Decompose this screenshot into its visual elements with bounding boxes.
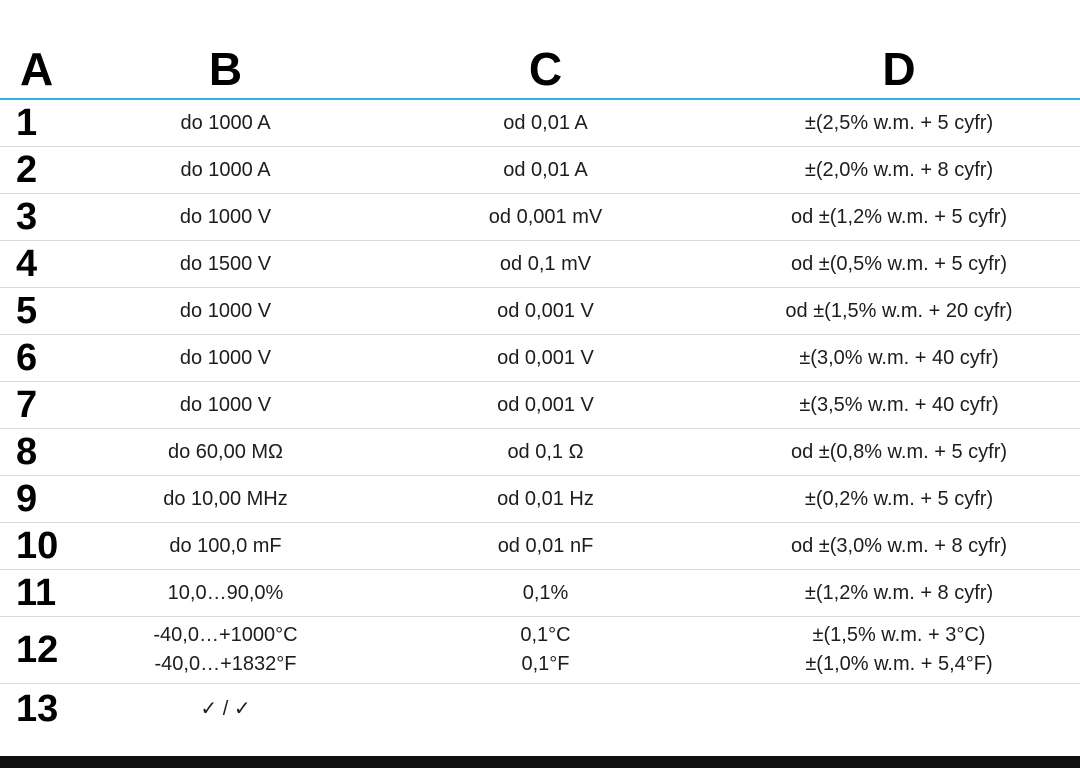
row-number: 8: [16, 431, 38, 473]
table-row: 3 do 1000 V od 0,001 mV od ±(1,2% w.m. +…: [0, 194, 1080, 241]
range-cell: do 60,00 MΩ: [167, 440, 284, 463]
column-header-c: C: [528, 43, 563, 95]
accuracy-cell: od ±(0,5% w.m. + 5 cyfr): [790, 252, 1008, 275]
accuracy-cell: ±(2,5% w.m. + 5 cyfr): [804, 111, 994, 134]
row-number: 5: [16, 290, 38, 332]
column-header-d: D: [882, 43, 916, 95]
row-number: 7: [16, 384, 38, 426]
accuracy-cell: ±(1,5% w.m. + 3°C) ±(1,0% w.m. + 5,4°F): [805, 624, 993, 675]
range-cell: do 1000 V: [179, 205, 272, 228]
range-cell: do 1000 V: [179, 393, 272, 416]
range-cell: do 1000 A: [180, 158, 271, 181]
table-row: 2 do 1000 A od 0,01 A ±(2,0% w.m. + 8 cy…: [0, 147, 1080, 194]
column-header-b: B: [208, 43, 243, 95]
range-cell: do 100,0 mF: [169, 534, 282, 557]
resolution-cell: [373, 705, 718, 713]
table-row: 1 do 1000 A od 0,01 A ±(2,5% w.m. + 5 cy…: [0, 100, 1080, 147]
range-cell: do 10,00 MHz: [163, 487, 288, 510]
resolution-cell: od 0,001 V: [497, 393, 594, 416]
row-number: 3: [16, 196, 38, 238]
accuracy-cell: ±(2,0% w.m. + 8 cyfr): [804, 158, 994, 181]
accuracy-cell: ±(3,0% w.m. + 40 cyfr): [799, 346, 999, 369]
range-cell: do 1500 V: [179, 252, 272, 275]
row-number: 1: [16, 102, 38, 144]
checkmarks-cell: ✓ / ✓: [200, 697, 251, 720]
resolution-cell: od 0,01 Hz: [497, 487, 594, 510]
accuracy-cell: od ±(3,0% w.m. + 8 cyfr): [790, 534, 1008, 557]
range-cell: do 1000 V: [179, 346, 272, 369]
table-row: 6 do 1000 V od 0,001 V ±(3,0% w.m. + 40 …: [0, 335, 1080, 382]
table-row: 4 do 1500 V od 0,1 mV od ±(0,5% w.m. + 5…: [0, 241, 1080, 288]
resolution-cell: od 0,01 A: [503, 158, 588, 181]
bottom-bar: [0, 756, 1080, 768]
row-number: 10: [16, 525, 59, 567]
accuracy-cell: od ±(0,8% w.m. + 5 cyfr): [790, 440, 1008, 463]
accuracy-cell: [718, 705, 1080, 713]
resolution-cell: od 0,1 Ω: [507, 440, 584, 463]
table-row: 9 do 10,00 MHz od 0,01 Hz ±(0,2% w.m. + …: [0, 476, 1080, 523]
accuracy-cell: ±(0,2% w.m. + 5 cyfr): [804, 487, 994, 510]
range-cell: -40,0…+1000°C -40,0…+1832°F: [153, 624, 298, 675]
table-row: 7 do 1000 V od 0,001 V ±(3,5% w.m. + 40 …: [0, 382, 1080, 429]
resolution-cell: od 0,01 nF: [497, 534, 594, 557]
resolution-cell: od 0,1 mV: [499, 252, 592, 275]
row-number: 13: [16, 688, 59, 730]
range-cell: do 1000 A: [180, 111, 271, 134]
table-row: 12 -40,0…+1000°C -40,0…+1832°F 0,1°C 0,1…: [0, 617, 1080, 684]
table-row: 8 do 60,00 MΩ od 0,1 Ω od ±(0,8% w.m. + …: [0, 429, 1080, 476]
resolution-cell: od 0,001 mV: [488, 205, 603, 228]
resolution-cell: od 0,01 A: [503, 111, 588, 134]
accuracy-cell: od ±(1,5% w.m. + 20 cyfr): [785, 299, 1013, 322]
accuracy-cell: ±(1,2% w.m. + 8 cyfr): [804, 581, 994, 604]
table-header-row: A B C D: [0, 0, 1080, 100]
range-cell: do 1000 V: [179, 299, 272, 322]
row-number: 2: [16, 149, 38, 191]
accuracy-cell: od ±(1,2% w.m. + 5 cyfr): [790, 205, 1008, 228]
row-number: 6: [16, 337, 38, 379]
table-row: 11 10,0…90,0% 0,1% ±(1,2% w.m. + 8 cyfr): [0, 570, 1080, 617]
resolution-cell: 0,1%: [522, 581, 569, 604]
specification-table: A B C D 1 do 1000 A od 0,01 A ±(2,5% w.m…: [0, 0, 1080, 734]
accuracy-cell: ±(3,5% w.m. + 40 cyfr): [799, 393, 999, 416]
row-number: 9: [16, 478, 38, 520]
table-row: 10 do 100,0 mF od 0,01 nF od ±(3,0% w.m.…: [0, 523, 1080, 570]
column-header-a: A: [20, 43, 54, 95]
resolution-cell: od 0,001 V: [497, 346, 594, 369]
row-number: 4: [16, 243, 38, 285]
row-number: 11: [16, 572, 57, 614]
row-number: 12: [16, 629, 59, 671]
resolution-cell: 0,1°C 0,1°F: [520, 624, 571, 675]
range-cell: 10,0…90,0%: [167, 581, 284, 604]
table-row: 13 ✓ / ✓: [0, 684, 1080, 734]
resolution-cell: od 0,001 V: [497, 299, 594, 322]
table-row: 5 do 1000 V od 0,001 V od ±(1,5% w.m. + …: [0, 288, 1080, 335]
